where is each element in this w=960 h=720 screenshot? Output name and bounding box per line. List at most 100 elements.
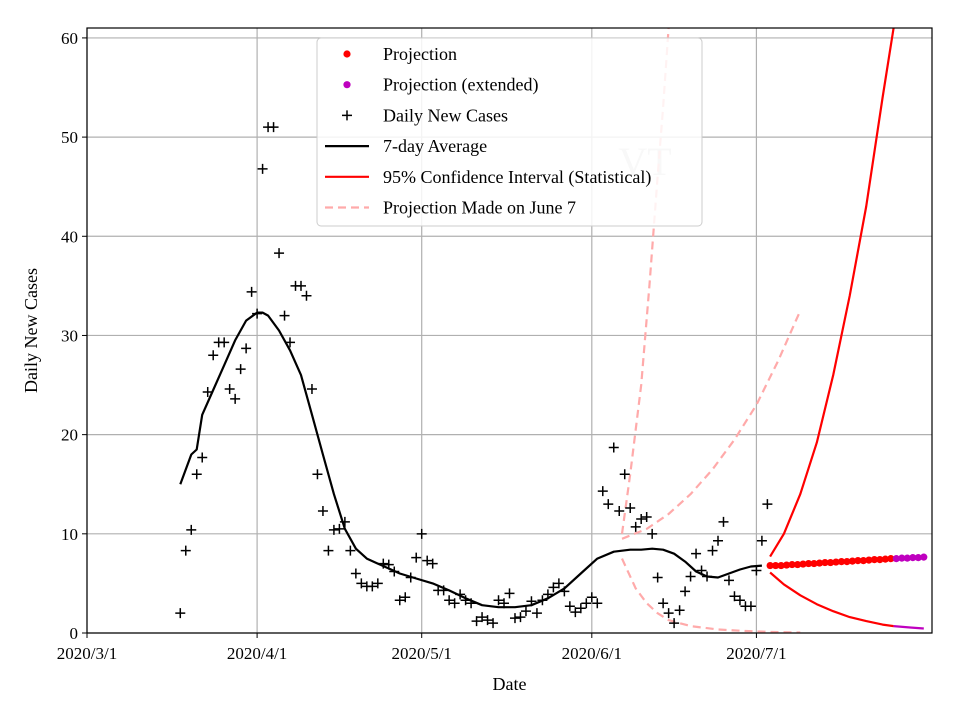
data-point-daily-new-cases: [636, 513, 647, 524]
data-point-daily-new-cases: [383, 559, 394, 570]
data-point-daily-new-cases: [751, 565, 762, 576]
data-point-projection: [848, 557, 857, 565]
data-point-daily-new-cases: [312, 469, 323, 480]
data-point-daily-new-cases: [356, 578, 367, 589]
data-point-projection-extended: [898, 554, 906, 562]
data-point-daily-new-cases: [718, 516, 729, 527]
data-point-daily-new-cases: [224, 384, 235, 395]
data-point-projection-extended: [920, 553, 928, 561]
data-point-daily-new-cases: [691, 548, 702, 559]
data-point-daily-new-cases: [542, 589, 553, 600]
data-point-daily-new-cases: [416, 528, 427, 539]
data-point-daily-new-cases: [559, 586, 570, 597]
legend: Projection Projection (extended) Daily New…: [316, 37, 703, 227]
data-point-daily-new-cases: [257, 163, 268, 174]
data-point-projection: [782, 561, 791, 569]
data-point-daily-new-cases: [647, 528, 658, 539]
data-point-projection: [870, 556, 878, 564]
data-point-daily-new-cases: [197, 452, 208, 463]
legend-label-daily-new-cases: Daily New Cases: [383, 105, 508, 125]
data-point-projection: [821, 558, 829, 567]
data-point-daily-new-cases: [405, 572, 416, 583]
data-point-daily-new-cases: [427, 558, 438, 569]
data-point-projection: [772, 561, 780, 570]
data-point-daily-new-cases: [400, 592, 411, 603]
data-point-daily-new-cases: [575, 603, 586, 614]
data-point-daily-new-cases: [252, 308, 263, 319]
series-line-7-day-average: [179, 311, 762, 609]
data-point-projection-extended: [914, 554, 922, 562]
data-point-daily-new-cases: [186, 524, 197, 535]
data-point-daily-new-cases: [713, 535, 724, 546]
data-point-daily-new-cases: [685, 571, 696, 582]
data-point-daily-new-cases: [625, 503, 636, 514]
data-point-daily-new-cases: [493, 595, 504, 606]
legend-label-7-day-average: 7-day Average: [383, 136, 487, 156]
series-line-projection-made-on-june-7-middle: [621, 310, 802, 540]
data-point-daily-new-cases: [372, 578, 383, 589]
data-point-daily-new-cases: [301, 290, 312, 301]
data-point-daily-new-cases: [350, 568, 361, 579]
y-tick-label: 50: [61, 128, 78, 147]
data-point-daily-new-cases: [729, 591, 740, 602]
y-tick-label: 60: [61, 29, 78, 48]
data-point-daily-new-cases: [509, 613, 520, 624]
data-point-daily-new-cases: [285, 337, 296, 348]
series-line-projection-made-on-june-7-upper: [620, 28, 670, 534]
data-point-daily-new-cases: [455, 589, 466, 600]
data-point-daily-new-cases: [586, 592, 597, 603]
data-point-daily-new-cases: [499, 598, 510, 609]
y-tick-label: 40: [61, 227, 78, 246]
data-point-daily-new-cases: [515, 612, 526, 623]
legend-marker-daily-new-cases: [342, 110, 352, 121]
data-point-daily-new-cases: [306, 384, 317, 395]
x-tick-label: 2020/7/1: [726, 644, 786, 663]
x-axis-label: Date: [493, 674, 527, 694]
data-point-projection: [832, 558, 840, 566]
data-point-daily-new-cases: [608, 442, 619, 453]
data-point-daily-new-cases: [526, 596, 537, 607]
data-point-daily-new-cases: [581, 598, 592, 609]
data-point-daily-new-cases: [268, 122, 279, 133]
data-point-projection: [826, 558, 835, 567]
data-point-daily-new-cases: [619, 469, 630, 480]
data-point-daily-new-cases: [597, 486, 608, 497]
data-point-daily-new-cases: [641, 511, 652, 522]
data-point-daily-new-cases: [246, 286, 257, 297]
data-point-daily-new-cases: [394, 595, 405, 606]
data-point-projection: [865, 556, 873, 564]
data-point-daily-new-cases: [295, 280, 306, 291]
data-point-projection: [804, 559, 813, 568]
data-point-projection: [881, 555, 889, 563]
data-point-daily-new-cases: [658, 598, 669, 609]
data-point-projection-extended: [909, 554, 917, 562]
data-point-daily-new-cases: [570, 607, 581, 618]
data-point-daily-new-cases: [279, 310, 290, 321]
data-point-daily-new-cases: [208, 350, 219, 361]
data-point-daily-new-cases: [723, 575, 734, 586]
data-point-daily-new-cases: [230, 393, 241, 404]
data-point-daily-new-cases: [614, 506, 625, 517]
data-point-daily-new-cases: [762, 499, 773, 510]
data-point-projection: [815, 559, 824, 567]
data-point-daily-new-cases: [202, 386, 213, 397]
x-tick-label: 2020/3/1: [57, 644, 117, 663]
data-point-projection: [777, 561, 785, 570]
plot-frame: [86, 27, 933, 634]
data-point-projection: [859, 556, 868, 565]
data-point-daily-new-cases: [520, 606, 531, 617]
data-point-projection: [837, 557, 846, 566]
data-point-daily-new-cases: [241, 343, 252, 354]
y-tick-label: 30: [61, 326, 78, 345]
legend-label-95-confidence-interval-statistical: 95% Confidence Interval (Statistical): [383, 167, 651, 188]
data-point-daily-new-cases: [734, 595, 745, 606]
data-point-daily-new-cases: [745, 601, 756, 612]
data-point-projection: [788, 560, 796, 569]
data-point-daily-new-cases: [482, 615, 493, 626]
data-point-daily-new-cases: [466, 598, 477, 609]
data-point-daily-new-cases: [702, 571, 713, 582]
data-point-daily-new-cases: [317, 506, 328, 517]
data-point-projection: [876, 556, 884, 564]
plot-area: [175, 28, 928, 633]
